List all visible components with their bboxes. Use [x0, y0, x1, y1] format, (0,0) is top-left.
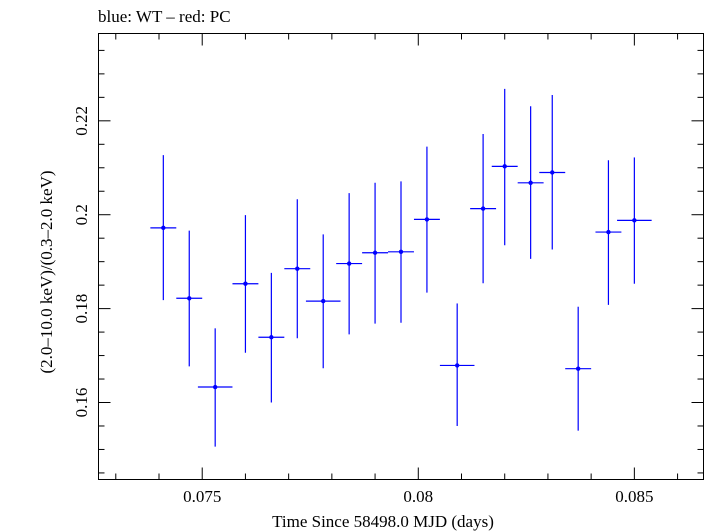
data-marker	[187, 296, 192, 301]
axis-ticks	[98, 33, 704, 480]
y-tick-label: 0.18	[72, 294, 91, 324]
data-point	[197, 328, 233, 447]
data-marker	[606, 229, 611, 235]
data-point	[388, 181, 414, 323]
plot-frame	[98, 33, 704, 480]
data-marker	[269, 335, 274, 340]
data-point	[413, 146, 440, 293]
chart-title: blue: WT – red: PC	[98, 7, 231, 26]
data-points	[150, 88, 652, 447]
x-tick-label: 0.075	[183, 487, 221, 506]
data-marker	[575, 366, 581, 371]
data-point	[305, 234, 341, 369]
data-point	[232, 215, 259, 353]
data-marker	[161, 225, 166, 231]
data-point	[595, 160, 622, 305]
data-marker	[528, 180, 533, 185]
x-axis-label: Time Since 58498.0 MJD (days)	[272, 512, 494, 531]
y-tick-labels: 0.16 0.18 0.2 0.22	[72, 106, 91, 417]
data-point	[470, 133, 497, 284]
data-point	[258, 272, 285, 403]
y-tick-label: 0.16	[72, 388, 91, 418]
data-marker	[502, 164, 507, 169]
y-tick-label: 0.2	[72, 204, 91, 225]
data-marker	[424, 217, 430, 222]
y-tick-label: 0.22	[72, 106, 91, 136]
data-point	[617, 157, 652, 284]
data-point	[439, 303, 475, 426]
data-point	[284, 199, 311, 339]
data-point	[517, 106, 544, 259]
data-point	[565, 306, 592, 431]
data-point	[176, 230, 203, 367]
x-tick-label: 0.085	[615, 487, 653, 506]
data-marker	[321, 298, 326, 304]
data-marker	[346, 261, 352, 266]
data-marker	[398, 249, 404, 255]
y-axis-label: (2.0–10.0 keV)/(0.3–2.0 keV)	[37, 170, 56, 373]
data-point	[150, 155, 177, 301]
data-marker	[372, 250, 378, 255]
data-marker	[295, 266, 300, 271]
x-tick-label: 0.08	[403, 487, 433, 506]
data-point	[491, 88, 518, 246]
data-marker	[454, 363, 460, 368]
data-point	[362, 182, 389, 324]
data-point	[336, 193, 363, 335]
x-tick-labels: 0.075 0.08 0.085	[183, 487, 653, 506]
data-point	[539, 95, 566, 250]
data-marker	[243, 281, 248, 286]
data-marker	[480, 206, 486, 211]
data-marker	[212, 384, 218, 390]
data-marker	[632, 218, 637, 223]
data-marker	[550, 170, 555, 175]
